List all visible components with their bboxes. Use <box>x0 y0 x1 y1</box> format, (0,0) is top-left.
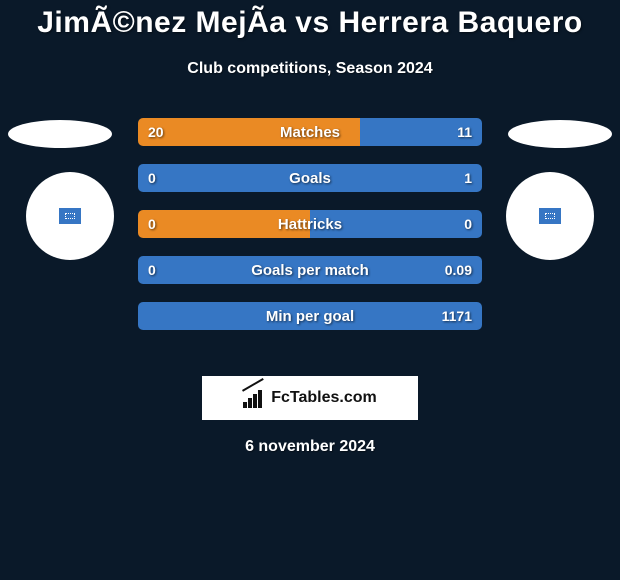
stat-label: Goals per match <box>138 256 482 284</box>
stat-row: 00.09Goals per match <box>138 256 482 284</box>
player-left-ellipse <box>8 120 112 148</box>
stats-area: 2011Matches 01Goals 00Hattricks 00.09Goals … <box>0 118 620 358</box>
comparison-infographic: JimÃ©nez MejÃ­a vs Herrera Baquero Club … <box>0 0 620 456</box>
stat-bars: 2011Matches 01Goals 00Hattricks 00.09Goals … <box>138 118 482 348</box>
stat-label: Goals <box>138 164 482 192</box>
stat-label: Hattricks <box>138 210 482 238</box>
player-left-badge <box>26 172 114 260</box>
subtitle: Club competitions, Season 2024 <box>0 60 620 78</box>
stat-row: 01Goals <box>138 164 482 192</box>
page-title: JimÃ©nez MejÃ­a vs Herrera Baquero <box>0 0 620 40</box>
placeholder-icon <box>539 208 561 224</box>
stat-row: 1171Min per goal <box>138 302 482 330</box>
bar-chart-icon <box>243 388 265 408</box>
player-right-badge <box>506 172 594 260</box>
stat-label: Min per goal <box>138 302 482 330</box>
branding-text: FcTables.com <box>271 389 377 407</box>
date-text: 6 november 2024 <box>0 438 620 456</box>
stat-row: 00Hattricks <box>138 210 482 238</box>
player-right-ellipse <box>508 120 612 148</box>
placeholder-icon <box>59 208 81 224</box>
stat-label: Matches <box>138 118 482 146</box>
branding-box: FcTables.com <box>202 376 418 420</box>
stat-row: 2011Matches <box>138 118 482 146</box>
